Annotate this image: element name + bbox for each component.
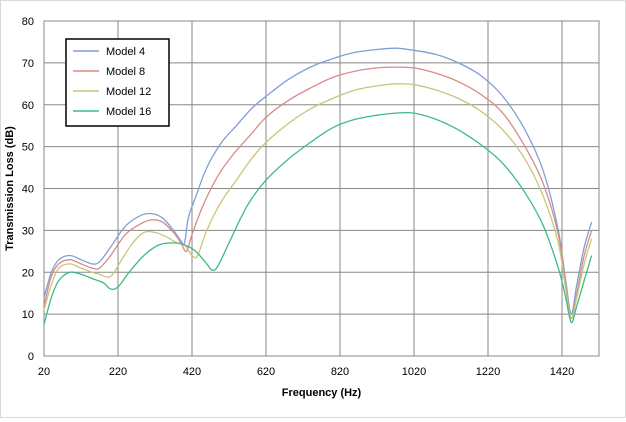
x-tick-label: 620 — [257, 366, 275, 378]
series-lines — [43, 47, 593, 325]
series-line — [43, 47, 593, 315]
y-tick-label: 0 — [28, 351, 34, 363]
y-tick-label: 20 — [22, 267, 34, 279]
y-tick-label: 70 — [22, 58, 34, 70]
x-tick-label: 220 — [109, 366, 127, 378]
legend-label: Model 12 — [106, 86, 151, 98]
y-tick-label: 40 — [22, 184, 34, 196]
x-tick-label: 20 — [38, 366, 50, 378]
legend-label: Model 4 — [106, 46, 145, 58]
y-tick-label: 30 — [22, 225, 34, 237]
y-axis: 0 10 20 30 40 50 60 70 80 — [22, 16, 34, 363]
y-tick-label: 10 — [22, 309, 34, 321]
legend-label: Model 16 — [106, 106, 151, 118]
x-tick-label: 820 — [331, 366, 349, 378]
x-tick-label: 1220 — [476, 366, 500, 378]
plot-border — [43, 20, 600, 357]
y-tick-label: 50 — [22, 142, 34, 154]
x-tick-label: 1020 — [402, 366, 426, 378]
series-line — [43, 83, 593, 319]
legend-label: Model 8 — [106, 66, 145, 78]
legend: Model 4 Model 8 Model 12 Model 16 — [65, 38, 170, 127]
x-tick-label: 420 — [183, 366, 201, 378]
y-axis-title: Transmission Loss (dB) — [4, 126, 16, 251]
x-tick-label: 1420 — [550, 366, 574, 378]
y-tick-label: 80 — [22, 16, 34, 28]
x-axis: 20 220 420 620 820 1020 1220 1420 — [38, 366, 574, 378]
series-line — [43, 66, 593, 319]
x-axis-title: Frequency (Hz) — [282, 387, 362, 399]
y-tick-label: 60 — [22, 100, 34, 112]
series-line — [43, 111, 593, 325]
